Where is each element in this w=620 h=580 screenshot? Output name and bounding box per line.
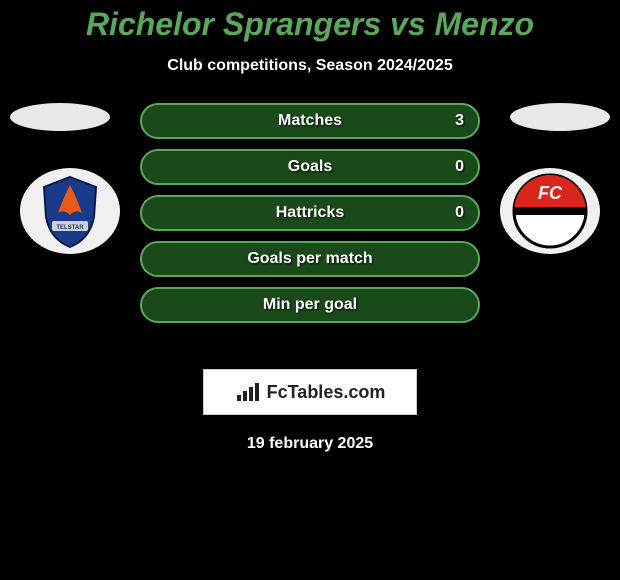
stat-label: Hattricks [276, 204, 344, 222]
club-badge-right: FC [500, 168, 600, 254]
club-badge-left: TELSTAR [20, 168, 120, 254]
stat-label: Matches [278, 112, 342, 130]
stat-bars: Matches 3 Goals 0 Hattricks 0 Goals per … [140, 103, 480, 333]
stat-right-value: 0 [455, 158, 464, 176]
brand-box[interactable]: FcTables.com [203, 369, 417, 415]
fc-utrecht-icon: FC [510, 171, 590, 251]
telstar-icon: TELSTAR [30, 171, 110, 251]
left-marker [10, 103, 110, 131]
stat-row-matches: Matches 3 [140, 103, 480, 139]
stat-label: Goals per match [247, 250, 372, 268]
bar-chart-icon [235, 381, 261, 403]
stat-label: Goals [288, 158, 332, 176]
brand-text: FcTables.com [267, 382, 386, 403]
stat-row-goals-per-match: Goals per match [140, 241, 480, 277]
stat-right-value: 3 [455, 112, 464, 130]
page-subtitle: Club competitions, Season 2024/2025 [0, 57, 620, 75]
page-title: Richelor Sprangers vs Menzo [0, 0, 620, 43]
stat-row-goals: Goals 0 [140, 149, 480, 185]
stat-row-hattricks: Hattricks 0 [140, 195, 480, 231]
svg-text:FC: FC [538, 183, 563, 203]
date-label: 19 february 2025 [0, 435, 620, 453]
right-marker [510, 103, 610, 131]
stat-right-value: 0 [455, 204, 464, 222]
stat-label: Min per goal [263, 296, 357, 314]
stat-row-min-per-goal: Min per goal [140, 287, 480, 323]
comparison-area: TELSTAR FC Matches 3 Goals 0 Hattricks 0 [0, 103, 620, 363]
svg-text:TELSTAR: TELSTAR [56, 225, 84, 231]
